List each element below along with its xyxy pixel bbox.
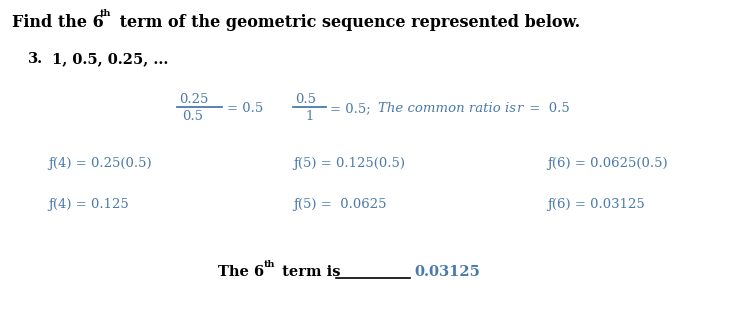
Text: = 0.5: = 0.5	[227, 102, 263, 115]
Text: =  0.5: = 0.5	[525, 102, 570, 115]
Text: 0.25: 0.25	[179, 93, 209, 106]
Text: ƒ(4) = 0.125: ƒ(4) = 0.125	[48, 198, 129, 211]
Text: ƒ(6) = 0.03125: ƒ(6) = 0.03125	[547, 198, 645, 211]
Text: 0.03125: 0.03125	[414, 265, 480, 279]
Text: term is: term is	[277, 265, 340, 279]
Text: ƒ(5) =  0.0625: ƒ(5) = 0.0625	[293, 198, 386, 211]
Text: r: r	[516, 102, 523, 115]
Text: Find the 6: Find the 6	[12, 14, 104, 31]
Text: = 0.5;: = 0.5;	[330, 102, 371, 115]
Text: th: th	[264, 260, 276, 269]
Text: ƒ(4) = 0.25(0.5): ƒ(4) = 0.25(0.5)	[48, 157, 152, 170]
Text: th: th	[100, 9, 111, 18]
Text: 0.5: 0.5	[295, 93, 316, 106]
Text: ƒ(6) = 0.0625(0.5): ƒ(6) = 0.0625(0.5)	[547, 157, 668, 170]
Text: 1: 1	[305, 110, 313, 123]
Text: ƒ(5) = 0.125(0.5): ƒ(5) = 0.125(0.5)	[293, 157, 405, 170]
Text: 3.: 3.	[28, 52, 43, 66]
Text: The common ratio is: The common ratio is	[378, 102, 520, 115]
Text: term of the geometric sequence represented below.: term of the geometric sequence represent…	[114, 14, 580, 31]
Text: 1, 0.5, 0.25, ...: 1, 0.5, 0.25, ...	[52, 52, 168, 66]
Text: 0.5: 0.5	[182, 110, 203, 123]
Text: The 6: The 6	[218, 265, 264, 279]
